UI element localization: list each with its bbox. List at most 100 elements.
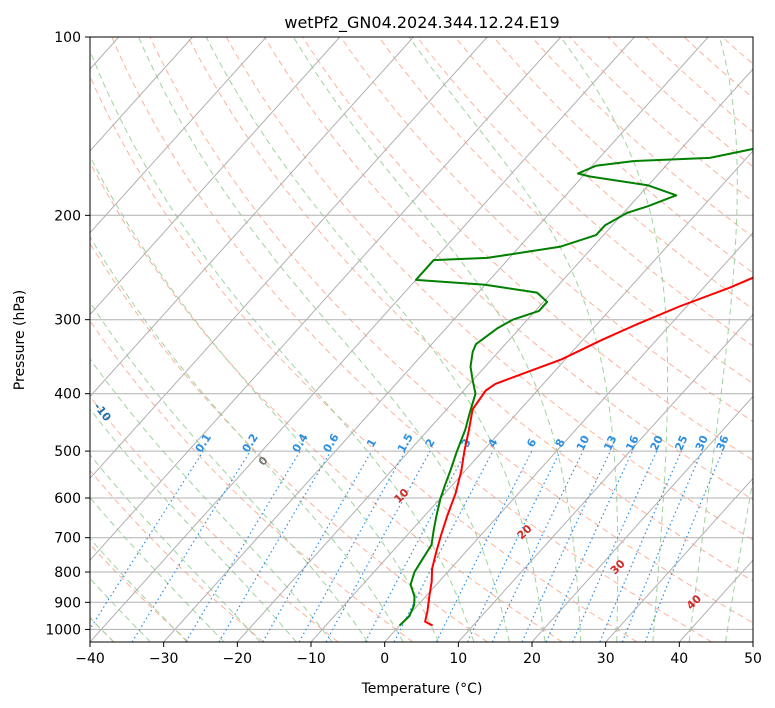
mixing-ratio-line	[491, 450, 584, 642]
moist-adiabat-label: 30	[608, 557, 628, 577]
mixing-ratio-line	[545, 450, 634, 642]
y-tick-label: 900	[54, 595, 81, 611]
x-tick-label: 40	[670, 651, 688, 667]
mixing-ratio-line	[599, 450, 682, 642]
x-tick-label: 20	[523, 651, 541, 667]
isotherm	[90, 37, 635, 642]
mixing-ratio-label: 8	[553, 437, 568, 450]
moist-adiabat-label: 40	[684, 592, 704, 612]
dry-adiabat	[90, 161, 563, 642]
mixing-ratio-line	[262, 450, 373, 642]
dry-adiabat	[111, 37, 712, 642]
isotherm	[384, 232, 753, 642]
x-tick-label: −30	[149, 651, 179, 667]
isotherm	[90, 37, 488, 480]
isotherm	[457, 313, 753, 642]
axes: −40 −30 −20 −10 0 10 20 30 40 50 100 200 300 400 500 60…	[45, 30, 762, 667]
x-tick-label: 0	[380, 651, 389, 667]
moist-adiabat	[90, 301, 369, 642]
plot-frame	[89, 36, 754, 643]
y-tick-label: 400	[54, 387, 81, 403]
y-tick-label: 100	[54, 30, 81, 46]
mixing-ratio-label: 10	[574, 433, 593, 453]
mixing-ratio-line	[325, 450, 431, 642]
dry-adiabat	[607, 37, 753, 168]
moist-adiabat	[90, 155, 439, 642]
mixing-ratio-label: 16	[623, 433, 641, 453]
y-axis-title: Pressure (hPa)	[12, 290, 28, 390]
dewpoint-line	[398, 147, 753, 627]
y-tick-label: 800	[54, 565, 81, 581]
mixing-ratio-line	[131, 450, 251, 642]
mixing-ratio-label: 13	[601, 433, 619, 452]
moist-adiabat	[90, 453, 261, 642]
dry-adiabat	[90, 320, 414, 642]
mixing-ratio-line	[466, 450, 561, 642]
dry-adiabat	[378, 37, 753, 384]
moist-adiabat	[138, 37, 510, 642]
mixing-ratio-line	[644, 450, 724, 642]
moist-adiabat	[90, 49, 475, 642]
line-labels: -100-90-80-70-60-50-40-30-20-100.10.20.4…	[91, 400, 732, 612]
moist-adiabat	[90, 408, 297, 642]
mixing-ratio-label: 6	[524, 436, 539, 449]
isotherm	[90, 37, 562, 561]
dry-adiabat	[225, 37, 753, 541]
mixing-ratio-label: 25	[672, 433, 690, 452]
dry-adiabat	[416, 37, 753, 347]
mixing-ratio-line	[572, 450, 658, 642]
dry-adiabat	[493, 37, 753, 274]
dry-adiabat	[531, 37, 753, 238]
isotherm	[90, 37, 193, 152]
dry-adiabat	[90, 242, 488, 642]
mixing-ratio-label: 2	[423, 437, 438, 450]
dry-adiabat	[187, 37, 753, 582]
mixing-ratio-line	[364, 450, 467, 642]
moist-adiabat	[762, 37, 775, 642]
mixing-ratio-line	[218, 450, 332, 642]
mixing-ratio-line	[185, 450, 301, 642]
y-tick-label: 300	[54, 313, 81, 329]
mixing-ratio-line	[298, 450, 406, 642]
isotherm	[90, 37, 267, 234]
moist-adiabat	[725, 477, 753, 642]
mixing-ratio-label: 4	[485, 436, 500, 449]
plot-area	[90, 37, 775, 642]
x-tick-label: 30	[597, 651, 615, 667]
x-tick-label: −10	[296, 651, 326, 667]
dry-adiabat	[90, 395, 339, 642]
x-tick-label: 50	[744, 651, 762, 667]
dry-adiabat	[264, 37, 753, 501]
isotherm	[605, 477, 753, 642]
x-tick-label: −20	[223, 651, 253, 667]
dry-adiabat	[149, 37, 753, 624]
mixing-ratio-line	[90, 450, 204, 631]
y-tick-label: 500	[54, 444, 81, 460]
y-tick-label: 600	[54, 491, 81, 507]
moist-adiabat-label: 10	[391, 486, 411, 506]
mixing-ratio-label: 36	[714, 433, 732, 453]
isotherm	[752, 641, 753, 642]
mixing-ratio-label: 1	[364, 437, 379, 450]
y-tick-label: 1000	[45, 622, 81, 638]
isotherm	[236, 68, 753, 642]
chart-title: wetPf2_GN04.2024.344.12.24.E19	[284, 13, 559, 33]
dry-adiabat	[90, 75, 638, 642]
dry-adiabat	[761, 37, 775, 642]
mixing-ratio-line	[521, 450, 611, 642]
mixing-ratio-line	[621, 450, 703, 642]
isotherm	[90, 37, 414, 398]
x-tick-label: 10	[449, 651, 467, 667]
x-axis-title: Temperature (°C)	[361, 681, 483, 697]
mixing-ratio-label: 20	[648, 433, 666, 453]
isotherm	[531, 395, 753, 642]
isotherm	[90, 37, 341, 316]
dry-adiabat	[90, 543, 190, 642]
mixing-ratio-label: 30	[693, 433, 711, 453]
dry-adiabat	[90, 469, 264, 642]
moist-adiabat	[560, 37, 669, 642]
isotherm	[310, 150, 753, 642]
dry-adiabat	[683, 37, 753, 99]
profile-lines	[398, 147, 753, 627]
